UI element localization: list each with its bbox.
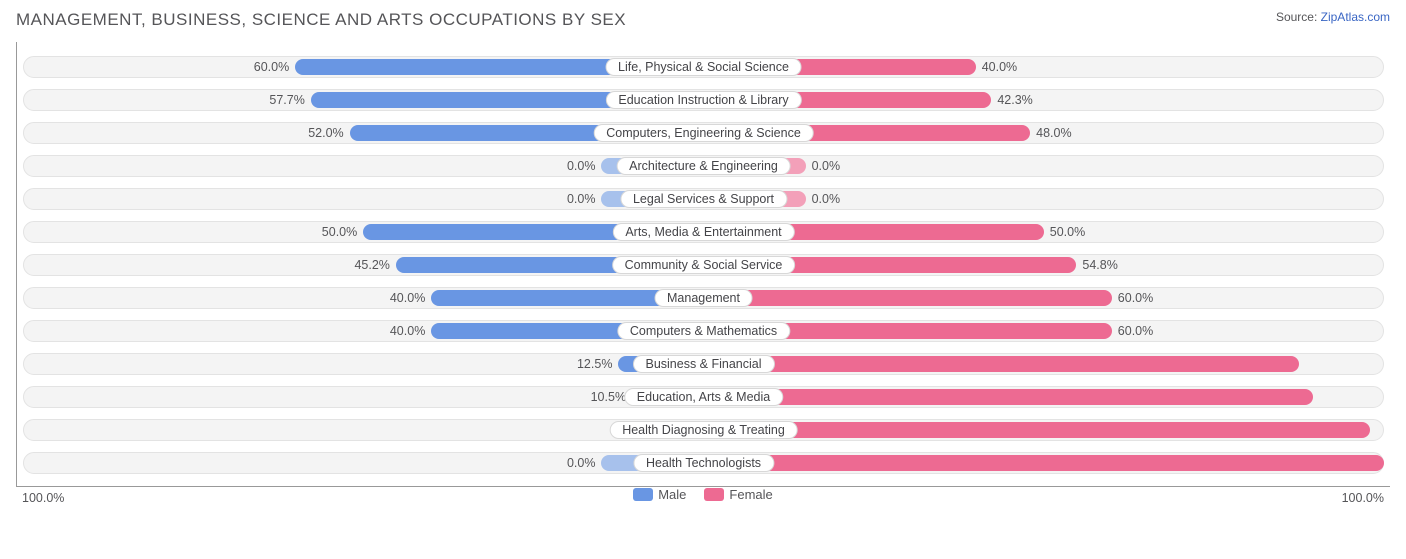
category-label: Education, Arts & Media	[624, 388, 783, 406]
bar-container-male: 2.0%	[23, 416, 704, 444]
category-label: Education Instruction & Library	[605, 91, 801, 109]
legend-item-male: Male	[633, 487, 686, 502]
legend-item-female: Female	[704, 487, 772, 502]
chart-row: 45.2% 54.8% Community & Social Service	[17, 251, 1390, 279]
value-label-male: 0.0%	[567, 192, 602, 206]
bar-container-male: 40.0%	[23, 317, 704, 345]
bar-container-female: 98.0%	[704, 416, 1385, 444]
chart-row: 52.0% 48.0% Computers, Engineering & Scien…	[17, 119, 1390, 147]
chart-row: 2.0%98.0%Health Diagnosing & Treating	[17, 416, 1390, 444]
legend-label-female: Female	[729, 487, 772, 502]
legend-swatch-male	[633, 488, 653, 501]
chart-plot-area: 60.0% 40.0% Life, Physical & Social Scienc…	[16, 42, 1390, 487]
value-label-male: 50.0%	[322, 225, 363, 239]
value-label-male: 40.0%	[390, 291, 431, 305]
axis-right-label: 100.0%	[1342, 491, 1384, 505]
bar-container-female: 0.0%	[704, 152, 1385, 180]
value-label-female: 0.0%	[806, 159, 841, 173]
chart-title: MANAGEMENT, BUSINESS, SCIENCE AND ARTS O…	[16, 10, 626, 30]
bar-container-male: 12.5%	[23, 350, 704, 378]
value-label-female: 50.0%	[1044, 225, 1085, 239]
chart-row: 0.0% 100.0%Health Technologists	[17, 449, 1390, 477]
value-label-female: 0.0%	[806, 192, 841, 206]
value-label-female: 54.8%	[1076, 258, 1117, 272]
category-label: Architecture & Engineering	[616, 157, 791, 175]
bar-container-female: 89.5%	[704, 383, 1385, 411]
category-label: Computers, Engineering & Science	[593, 124, 814, 142]
value-label-male: 40.0%	[390, 324, 431, 338]
value-label-male: 60.0%	[254, 60, 295, 74]
bar-container-female: 100.0%	[704, 449, 1385, 477]
value-label-male: 0.0%	[567, 456, 602, 470]
chart-row: 50.0% 50.0% Arts, Media & Entertainment	[17, 218, 1390, 246]
bar-container-male: 60.0%	[23, 53, 704, 81]
bar-container-male: 57.7%	[23, 86, 704, 114]
bar-container-male: 10.5%	[23, 383, 704, 411]
bar-container-female: 87.5%	[704, 350, 1385, 378]
value-label-female: 60.0%	[1112, 324, 1153, 338]
chart-header: MANAGEMENT, BUSINESS, SCIENCE AND ARTS O…	[16, 10, 1390, 30]
category-label: Health Diagnosing & Treating	[609, 421, 798, 439]
bar-female: 98.0%	[704, 422, 1371, 438]
bar-container-female: 54.8%	[704, 251, 1385, 279]
bar-female: 100.0%	[704, 455, 1385, 471]
bar-container-male: 0.0%	[23, 185, 704, 213]
category-label: Management	[654, 289, 753, 307]
chart-row: 0.0% 0.0% Architecture & Engineering	[17, 152, 1390, 180]
bar-container-male: 45.2%	[23, 251, 704, 279]
source-link[interactable]: ZipAtlas.com	[1321, 10, 1390, 24]
chart-row: 0.0% 0.0% Legal Services & Support	[17, 185, 1390, 213]
chart-row: 57.7% 42.3% Education Instruction & Librar…	[17, 86, 1390, 114]
category-label: Community & Social Service	[612, 256, 796, 274]
category-label: Computers & Mathematics	[617, 322, 790, 340]
chart-row: 12.5% 87.5%Business & Financial	[17, 350, 1390, 378]
bar-container-female: 0.0%	[704, 185, 1385, 213]
source-prefix: Source:	[1276, 10, 1321, 24]
bar-container-male: 40.0%	[23, 284, 704, 312]
chart-row: 40.0% 60.0% Computers & Mathematics	[17, 317, 1390, 345]
chart-row: 40.0%60.0%Management	[17, 284, 1390, 312]
bar-container-female: 50.0%	[704, 218, 1385, 246]
value-label-female: 60.0%	[1112, 291, 1153, 305]
bar-container-female: 42.3%	[704, 86, 1385, 114]
category-label: Business & Financial	[632, 355, 774, 373]
value-label-male: 45.2%	[354, 258, 395, 272]
bar-container-female: 40.0%	[704, 53, 1385, 81]
bar-container-female: 60.0%	[704, 284, 1385, 312]
legend-label-male: Male	[658, 487, 686, 502]
value-label-male: 12.5%	[577, 357, 618, 371]
category-label: Health Technologists	[633, 454, 774, 472]
legend: Male Female	[16, 487, 1390, 502]
axis-left-label: 100.0%	[22, 491, 64, 505]
category-label: Life, Physical & Social Science	[605, 58, 802, 76]
value-label-male: 57.7%	[269, 93, 310, 107]
bar-container-male: 0.0%	[23, 152, 704, 180]
source-attribution: Source: ZipAtlas.com	[1276, 10, 1390, 24]
value-label-female: 42.3%	[991, 93, 1032, 107]
category-label: Arts, Media & Entertainment	[612, 223, 794, 241]
legend-swatch-female	[704, 488, 724, 501]
bar-female: 87.5%	[704, 356, 1299, 372]
value-label-female: 40.0%	[976, 60, 1017, 74]
value-label-male: 52.0%	[308, 126, 349, 140]
bar-container-female: 60.0%	[704, 317, 1385, 345]
bar-container-male: 50.0%	[23, 218, 704, 246]
chart-row: 60.0% 40.0% Life, Physical & Social Scienc…	[17, 53, 1390, 81]
value-label-male: 0.0%	[567, 159, 602, 173]
category-label: Legal Services & Support	[620, 190, 787, 208]
bar-female: 89.5%	[704, 389, 1313, 405]
bar-female: 60.0%	[704, 290, 1112, 306]
bar-container-male: 0.0%	[23, 449, 704, 477]
chart-row: 10.5%89.5%Education, Arts & Media	[17, 383, 1390, 411]
value-label-female: 48.0%	[1030, 126, 1071, 140]
